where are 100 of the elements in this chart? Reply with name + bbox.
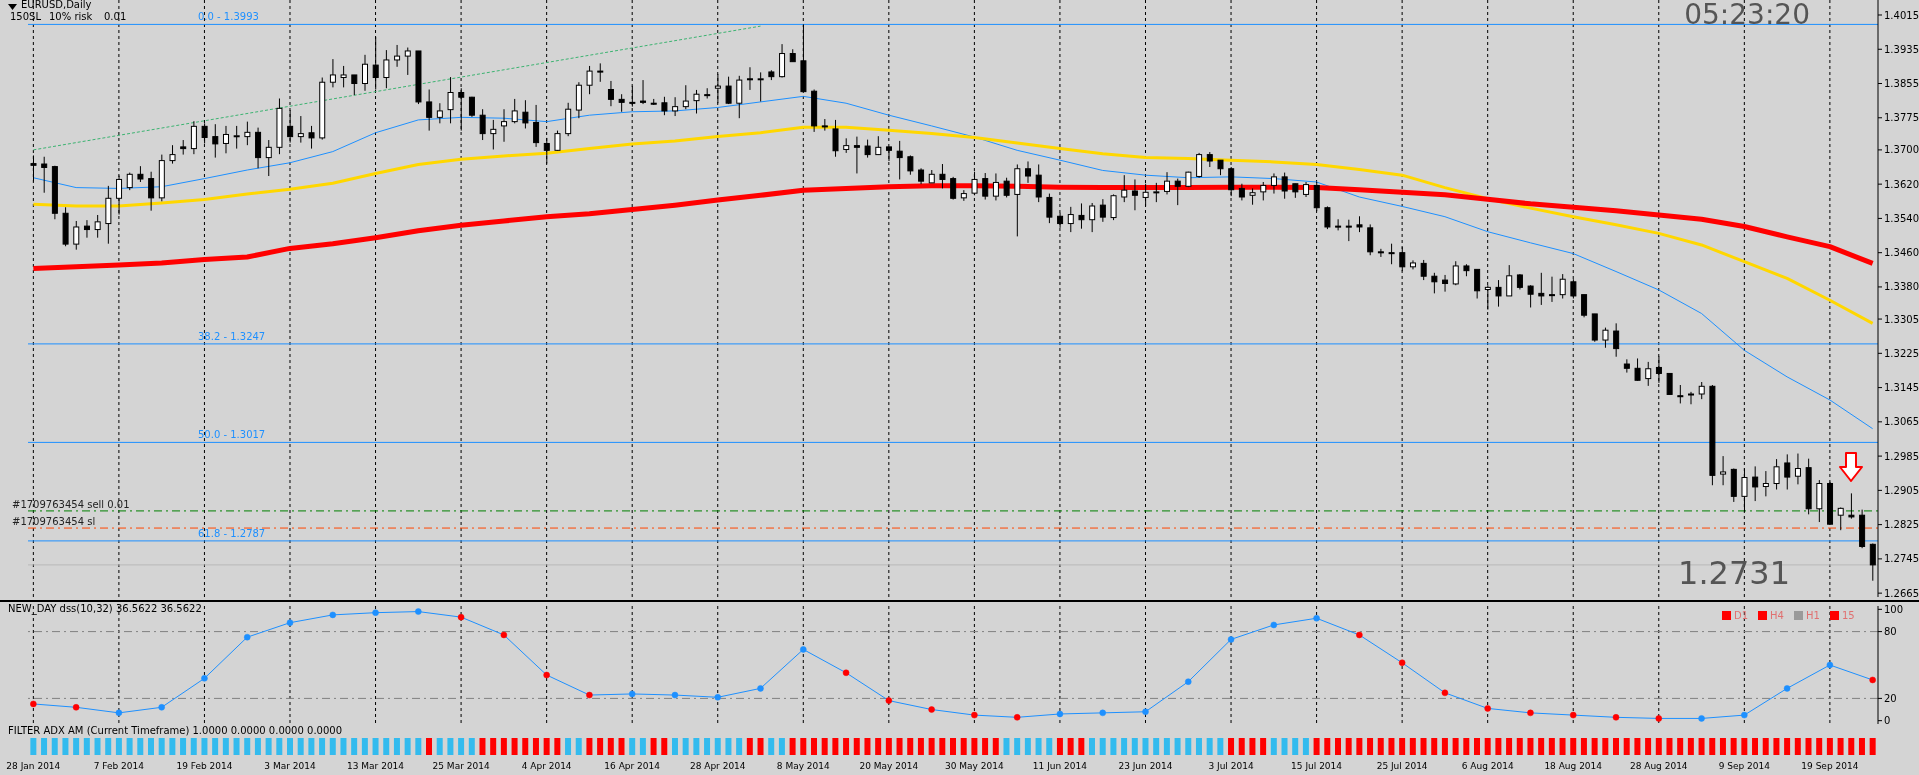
candlestick xyxy=(1099,198,1106,223)
x-tick-label: 25 Mar 2014 xyxy=(432,761,490,772)
candlestick xyxy=(1762,470,1769,497)
candlestick xyxy=(661,96,668,116)
candlestick xyxy=(1046,193,1053,224)
y-tick-label: 1.3775 xyxy=(1884,112,1919,124)
candlestick xyxy=(426,89,433,132)
chart-title: FILTER ADX AM (Current Timeframe) 1.0000 0.0000 0.0000 0.0000 xyxy=(8,725,343,736)
point xyxy=(971,711,978,719)
candlestick xyxy=(746,66,753,91)
candlestick xyxy=(1110,193,1117,221)
candlestick xyxy=(394,44,401,68)
x-tick-label: 28 Jan 2014 xyxy=(6,761,61,772)
point xyxy=(1783,685,1791,692)
point xyxy=(1056,710,1064,718)
candlestick xyxy=(212,123,219,159)
candlestick xyxy=(244,121,251,146)
point xyxy=(1484,705,1491,712)
candlestick xyxy=(640,79,647,105)
annotation: 0.01 xyxy=(104,11,127,22)
y-tick-label: 1.3620 xyxy=(1884,178,1919,190)
candlestick xyxy=(1345,219,1352,242)
point xyxy=(201,675,208,682)
candlestick xyxy=(1613,322,1620,358)
candlestick xyxy=(265,139,272,177)
x-tick-label: 28 Apr 2014 xyxy=(689,761,746,772)
y-tick-label: 1.3855 xyxy=(1884,78,1919,90)
candlestick xyxy=(362,54,368,92)
point xyxy=(1612,714,1620,721)
y-tick-label: 1.3700 xyxy=(1884,144,1919,156)
x-tick-label: 16 Apr 2014 xyxy=(604,761,661,772)
candlestick xyxy=(1688,391,1695,405)
y-tick-label: 1.2745 xyxy=(1884,553,1919,565)
candlestick xyxy=(1035,163,1042,203)
annotation: 150SL xyxy=(10,11,42,22)
annotation: H1 xyxy=(1806,610,1820,621)
candlestick xyxy=(1121,174,1128,203)
point xyxy=(1441,689,1449,697)
candlestick xyxy=(554,130,561,152)
point xyxy=(72,704,80,711)
annotation: 61.8 - 1.2787 xyxy=(198,527,266,539)
candlestick xyxy=(1420,259,1427,281)
point xyxy=(1698,715,1705,722)
point xyxy=(500,631,508,639)
point xyxy=(372,609,379,616)
x-tick-label: 8 May 2014 xyxy=(776,761,831,772)
candlestick xyxy=(1602,327,1609,349)
candlestick xyxy=(501,108,508,143)
point xyxy=(1741,711,1748,719)
candlestick xyxy=(222,125,229,154)
point xyxy=(1398,659,1406,667)
candlestick xyxy=(1634,357,1641,382)
x-tick-label: 18 Aug 2014 xyxy=(1544,761,1603,772)
candlestick xyxy=(1131,178,1138,211)
point xyxy=(928,706,935,713)
candlestick xyxy=(1367,223,1374,256)
ref-line-label: #1709763454 sl xyxy=(12,516,96,528)
point xyxy=(1527,709,1534,717)
candlestick xyxy=(896,140,903,180)
x-tick-label: 3 Mar 2014 xyxy=(264,761,316,772)
candlestick xyxy=(340,65,347,88)
candlestick xyxy=(479,108,486,141)
candlestick xyxy=(1666,372,1673,395)
point xyxy=(329,611,337,619)
annotation: 50.0 - 1.3017 xyxy=(198,429,266,441)
candlestick xyxy=(1196,152,1203,179)
point xyxy=(757,685,764,692)
y-tick-label: 1.3540 xyxy=(1884,212,1919,224)
candlestick xyxy=(607,80,614,107)
y-tick-label: 1.3065 xyxy=(1884,416,1919,428)
x-tick-label: 23 Jun 2014 xyxy=(1118,761,1173,772)
candlestick xyxy=(1495,279,1502,308)
point xyxy=(1655,715,1663,722)
candlestick xyxy=(1794,453,1801,485)
line-series xyxy=(32,95,1874,430)
annotation: 1.2731 xyxy=(1678,554,1790,592)
candlestick xyxy=(383,49,390,89)
y-tick-label: 100 xyxy=(1884,603,1904,615)
candlestick xyxy=(586,65,593,95)
annotation: 15 xyxy=(1842,610,1855,621)
point xyxy=(243,633,251,641)
candlestick xyxy=(982,172,989,201)
candlestick xyxy=(779,43,786,79)
candlestick xyxy=(1837,506,1844,531)
candlestick xyxy=(1506,264,1513,297)
y-tick-label: 1.3460 xyxy=(1884,247,1919,259)
point xyxy=(714,694,721,701)
x-tick-label: 19 Sep 2014 xyxy=(1801,761,1859,772)
point xyxy=(586,691,593,699)
line-series xyxy=(31,125,1875,325)
point xyxy=(1869,676,1876,684)
x-tick-label: 25 Jul 2014 xyxy=(1376,761,1428,772)
y-tick-label: 1.4015 xyxy=(1884,9,1919,21)
candlestick xyxy=(436,102,443,124)
point xyxy=(1099,709,1106,717)
point xyxy=(1142,708,1149,716)
x-tick-label: 13 Mar 2014 xyxy=(347,761,405,772)
candlestick xyxy=(757,71,764,102)
candlestick xyxy=(1164,171,1171,195)
candlestick xyxy=(511,98,518,124)
